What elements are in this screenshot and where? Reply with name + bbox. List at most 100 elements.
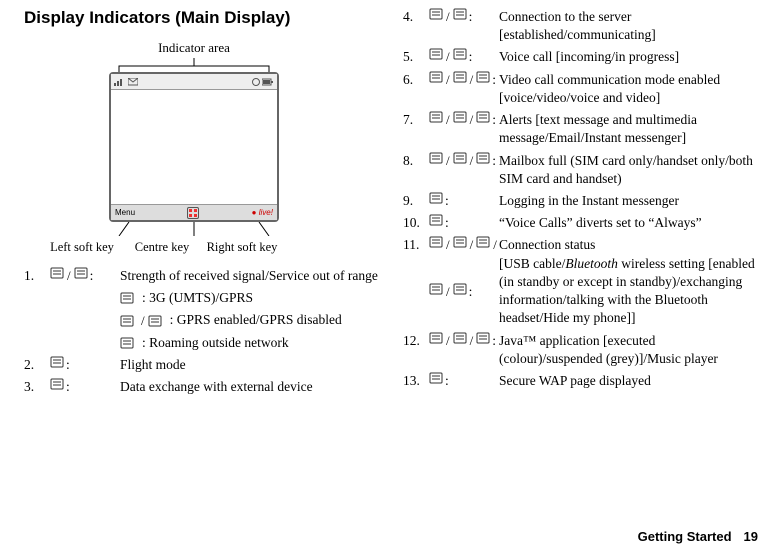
battery-icon <box>262 78 274 86</box>
legend-sub-icons <box>120 334 138 352</box>
indicator-icon <box>120 292 134 304</box>
legend-icons: ////: <box>429 236 499 327</box>
legend-icons: : <box>429 214 499 232</box>
indicator-icon <box>50 378 64 390</box>
indicator-icon <box>453 283 467 295</box>
legend-icons: //: <box>429 332 499 368</box>
legend-item: 2.:Flight mode <box>24 356 379 374</box>
indicator-area-label: Indicator area <box>74 40 314 56</box>
indicator-icon <box>50 356 64 368</box>
indicator-icon <box>476 236 490 248</box>
legend-item: 3.:Data exchange with external device <box>24 378 379 396</box>
footer-label: Getting Started <box>638 529 732 544</box>
legend-item: 4./:Connection to the server [establishe… <box>403 8 758 44</box>
left-soft-key-label: Left soft key <box>42 240 122 255</box>
centre-key-label: Centre key <box>122 240 202 255</box>
legend-desc: Strength of received signal/Service out … <box>120 267 379 285</box>
indicator-icon <box>120 337 134 349</box>
legend-number: 9. <box>403 192 429 210</box>
softkey-connectors <box>109 222 279 236</box>
legend-sub-icons: / <box>120 311 166 329</box>
legend-sub-icons <box>120 289 138 307</box>
legend-desc: Java™ application [executed (colour)/sus… <box>499 332 758 368</box>
legend-number: 3. <box>24 378 50 396</box>
indicator-icon <box>453 71 467 83</box>
legend-desc: Flight mode <box>120 356 379 374</box>
indicator-icon <box>429 8 443 20</box>
indicator-bracket <box>109 58 279 72</box>
page-footer: Getting Started 19 <box>638 529 758 544</box>
indicator-icon <box>429 111 443 123</box>
legend-item: 12.//:Java™ application [executed (colou… <box>403 332 758 368</box>
indicator-icon <box>50 267 64 279</box>
indicator-figure: Indicator area Menu <box>74 40 314 236</box>
legend-item: 10.:“Voice Calls” diverts set to “Always… <box>403 214 758 232</box>
soft-bar: Menu ● live! <box>111 204 277 220</box>
indicator-icon <box>453 236 467 248</box>
softkey-labels: Left soft key Centre key Right soft key <box>42 240 282 255</box>
indicator-icon <box>453 152 467 164</box>
legend-number: 12. <box>403 332 429 368</box>
signal-icon <box>114 78 126 86</box>
indicator-icon <box>453 8 467 20</box>
indicator-icon <box>120 315 134 327</box>
legend-sub-desc: : Roaming outside network <box>142 334 289 352</box>
legend-icons: //: <box>429 111 499 147</box>
legend-subitem: : 3G (UMTS)/GPRS <box>120 289 379 307</box>
soft-centre-label <box>187 207 199 219</box>
legend-item: 1./:Strength of received signal/Service … <box>24 267 379 285</box>
legend-icons: /: <box>429 8 499 44</box>
legend-item: 7.//:Alerts [text message and multimedia… <box>403 111 758 147</box>
legend-desc: Data exchange with external device <box>120 378 379 396</box>
legend-icons: : <box>429 372 499 390</box>
legend-sub-desc: : GPRS enabled/GPRS disabled <box>170 311 342 329</box>
legend-icons: : <box>50 356 120 374</box>
legend-desc: Connection status[USB cable/Bluetooth wi… <box>499 236 758 327</box>
msg-icon <box>128 78 138 86</box>
indicator-icon <box>429 372 443 384</box>
legend-icons: //: <box>429 152 499 188</box>
legend-left: 1./:Strength of received signal/Service … <box>24 267 379 396</box>
legend-number: 7. <box>403 111 429 147</box>
legend-number: 10. <box>403 214 429 232</box>
indicator-icon <box>429 71 443 83</box>
indicator-icon <box>148 315 162 327</box>
indicator-icon <box>453 111 467 123</box>
status-bar <box>111 74 277 90</box>
indicator-icon <box>429 192 443 204</box>
legend-icons: //: <box>429 71 499 107</box>
legend-number: 11. <box>403 236 429 327</box>
page-title: Display Indicators (Main Display) <box>24 8 379 28</box>
legend-desc: Video call communication mode enabled [v… <box>499 71 758 107</box>
legend-item: 11.////:Connection status[USB cable/Blue… <box>403 236 758 327</box>
legend-item: 13.:Secure WAP page displayed <box>403 372 758 390</box>
legend-number: 8. <box>403 152 429 188</box>
legend-desc: Secure WAP page displayed <box>499 372 758 390</box>
legend-item: 8.//:Mailbox full (SIM card only/handset… <box>403 152 758 188</box>
soft-right-label: ● live! <box>252 208 273 217</box>
legend-subitem: : Roaming outside network <box>120 334 379 352</box>
legend-icons: : <box>429 192 499 210</box>
indicator-icon <box>476 111 490 123</box>
legend-icons: : <box>50 378 120 396</box>
footer-page: 19 <box>744 529 758 544</box>
right-soft-key-label: Right soft key <box>202 240 282 255</box>
legend-desc: Alerts [text message and multimedia mess… <box>499 111 758 147</box>
indicator-icon <box>429 48 443 60</box>
indicator-icon <box>453 48 467 60</box>
indicator-icon <box>476 152 490 164</box>
legend-desc: Logging in the Instant messenger <box>499 192 758 210</box>
legend-number: 13. <box>403 372 429 390</box>
legend-subitem: / : GPRS enabled/GPRS disabled <box>120 311 379 329</box>
legend-number: 4. <box>403 8 429 44</box>
indicator-icon <box>476 71 490 83</box>
indicator-icon <box>74 267 88 279</box>
indicator-icon <box>429 332 443 344</box>
legend-desc: Connection to the server [established/co… <box>499 8 758 44</box>
legend-icons: /: <box>50 267 120 285</box>
legend-desc: Voice call [incoming/in progress] <box>499 48 758 66</box>
legend-number: 5. <box>403 48 429 66</box>
legend-number: 6. <box>403 71 429 107</box>
legend-item: 9.:Logging in the Instant messenger <box>403 192 758 210</box>
clock-icon <box>252 78 260 86</box>
